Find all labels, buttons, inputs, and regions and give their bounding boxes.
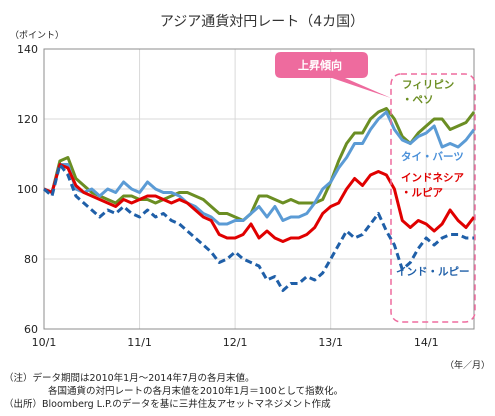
note-line-2: 各国通貨の対円レートの各月末値を2010年1月＝100として指数化。 xyxy=(48,386,344,397)
series-lines xyxy=(43,107,476,292)
axes: 60 80 100 120 140 10/1 11/1 12/1 13/1 14/1 xyxy=(17,43,475,349)
x-tick-label: 10/1 xyxy=(32,336,57,349)
series-label-0: フィリピン xyxy=(402,79,454,91)
series-label-2: インドネシア xyxy=(401,172,464,184)
series-label-3: インド・ルピー xyxy=(396,266,470,278)
highlight-box xyxy=(390,73,476,323)
y-tick-label: 100 xyxy=(17,183,38,196)
callout-bubble xyxy=(275,52,391,98)
x-tick-label: 14/1 xyxy=(414,336,439,349)
y-tick-label: 80 xyxy=(24,253,38,266)
y-tick-label: 120 xyxy=(17,113,38,126)
series-line-0 xyxy=(43,107,476,222)
series-line-3 xyxy=(43,163,474,292)
chart-area: アジア通貨対円レート（4カ国） （ポイント） （年／月） 60 80 100 120 1… xyxy=(10,13,490,371)
callout-text: 上昇傾向 xyxy=(298,58,342,72)
x-tick-label: 12/1 xyxy=(223,336,248,349)
y-tick-label: 60 xyxy=(24,323,38,336)
note-line-1: （注）データ期間は2010年1月～2014年7月の各月末値。 xyxy=(4,373,255,384)
series-line-2 xyxy=(43,163,476,243)
x-axis-unit: （年／月） xyxy=(445,359,490,371)
chart-title: アジア通貨対円レート（4カ国） xyxy=(160,13,364,30)
x-tick-label: 11/1 xyxy=(127,336,152,349)
x-tick-label: 13/1 xyxy=(318,336,343,349)
chart-notes: （注）データ期間は2010年1月～2014年7月の各月末値。 各国通貨の対円レー… xyxy=(4,372,492,411)
note-source: （出所）Bloomberg L.P.のデータを基に三井住友アセットマネジメント作… xyxy=(4,399,331,410)
y-axis-unit: （ポイント） xyxy=(10,30,64,41)
callout: 上昇傾向 xyxy=(275,52,476,323)
y-tick-label: 140 xyxy=(17,43,38,56)
series-label-2: ・ルピア xyxy=(401,187,443,199)
series-label-0: ・ペソ xyxy=(402,94,434,106)
series-label-1: タイ・バーツ xyxy=(401,151,464,163)
series-line-1 xyxy=(43,110,476,226)
